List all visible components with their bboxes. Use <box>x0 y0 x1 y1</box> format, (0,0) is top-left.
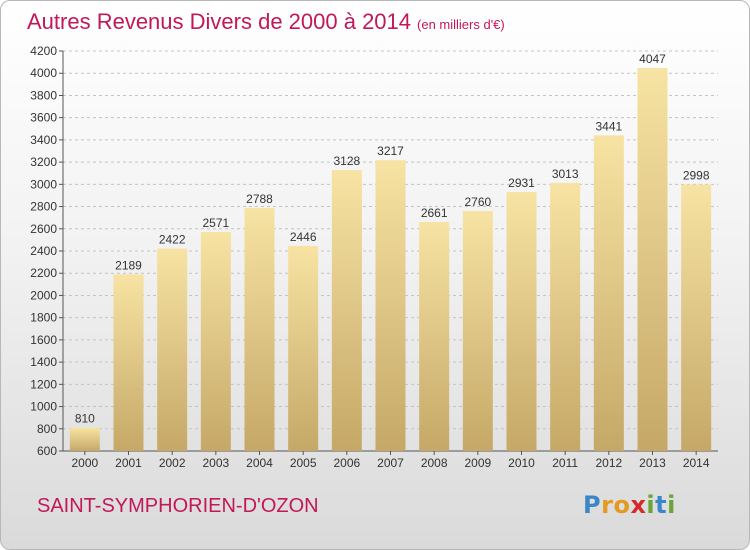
x-tick-label: 2004 <box>246 456 273 470</box>
x-tick-label: 2014 <box>683 456 710 470</box>
x-tick-label: 2011 <box>552 456 578 470</box>
y-tick-label: 4200 <box>30 44 57 58</box>
bar-value-label: 2571 <box>202 216 229 230</box>
bar-value-label: 2760 <box>464 195 491 209</box>
bar <box>419 222 450 451</box>
bar <box>331 170 362 451</box>
bar-value-label: 2422 <box>159 233 186 247</box>
y-tick-label: 2200 <box>30 266 57 280</box>
y-tick-label: 2400 <box>30 244 57 258</box>
y-tick-label: 1200 <box>30 377 57 391</box>
y-tick-label: 3400 <box>30 133 57 147</box>
x-tick-label: 2003 <box>202 456 229 470</box>
logo-letter: x <box>630 491 647 519</box>
x-tick-label: 2013 <box>639 456 666 470</box>
y-tick-label: 1000 <box>30 400 57 414</box>
bar-value-label: 3441 <box>595 119 622 133</box>
bar-value-label: 2446 <box>290 230 317 244</box>
y-tick-label: 4000 <box>30 66 57 80</box>
x-tick-label: 2012 <box>595 456 622 470</box>
x-tick-label: 2006 <box>333 456 360 470</box>
bar <box>375 160 406 451</box>
bar-value-label: 810 <box>75 412 95 426</box>
bar <box>113 274 144 451</box>
bar-value-label: 2998 <box>683 169 710 183</box>
x-tick-label: 2009 <box>464 456 491 470</box>
title-main: Autres Revenus Divers de 2000 à 2014 <box>27 9 412 34</box>
y-tick-label: 600 <box>37 444 57 458</box>
bar <box>200 232 231 451</box>
bar-value-label: 2931 <box>508 176 535 190</box>
bar-value-label: 4047 <box>639 52 666 66</box>
logo-letter: i <box>646 491 656 519</box>
y-tick-label: 2000 <box>30 288 57 302</box>
chart-title: Autres Revenus Divers de 2000 à 2014 (en … <box>27 9 505 35</box>
x-tick-label: 2008 <box>421 456 448 470</box>
logo-letter: t <box>655 491 668 519</box>
logo-letter: P <box>583 491 602 519</box>
y-tick-label: 3200 <box>30 155 57 169</box>
bars <box>69 68 712 452</box>
data-labels: 810 2189 2422 2571 2788 2446 3128 3217 2661 2760 2… <box>75 52 710 426</box>
logo-letter: o <box>613 491 631 519</box>
bar-value-label: 2788 <box>246 192 273 206</box>
y-tick-label: 1800 <box>30 311 57 325</box>
y-tick-label: 2600 <box>30 222 57 236</box>
bar <box>157 248 188 451</box>
bar <box>462 211 493 451</box>
bar-value-label: 3217 <box>377 144 404 158</box>
x-tick-label: 2007 <box>377 456 404 470</box>
city-name: SAINT-SYMPHORIEN-D'OZON <box>37 495 319 517</box>
title-unit: (en milliers d'€) <box>417 17 505 32</box>
proxiti-logo: Proxiti <box>583 491 676 519</box>
x-tick-label: 2010 <box>508 456 535 470</box>
x-tick-label: 2005 <box>290 456 317 470</box>
y-tick-label: 3000 <box>30 177 57 191</box>
bar <box>550 182 581 451</box>
bar <box>288 245 319 451</box>
bar-value-label: 2189 <box>115 258 142 272</box>
x-tick-label: 2002 <box>159 456 186 470</box>
bar <box>506 192 537 451</box>
bar <box>681 184 712 452</box>
x-tick-label: 2001 <box>115 456 142 470</box>
bar-value-label: 3128 <box>333 154 360 168</box>
bar-value-label: 2661 <box>421 206 448 220</box>
y-tick-label: 1400 <box>30 355 57 369</box>
y-tick-label: 3600 <box>30 111 57 125</box>
y-tick-label: 1600 <box>30 333 57 347</box>
logo-letter: i <box>667 491 676 519</box>
bar <box>69 427 100 451</box>
y-tick-label: 800 <box>37 422 57 436</box>
bar <box>593 135 624 452</box>
bar-value-label: 3013 <box>552 167 579 181</box>
axes: 600 800 1000 1200 1400 1600 1800 2000 2200 2400 26… <box>30 44 718 470</box>
y-tick-label: 3800 <box>30 88 57 102</box>
bar <box>244 207 275 451</box>
y-tick-label: 2800 <box>30 200 57 214</box>
logo-letter: r <box>601 491 614 519</box>
bar <box>637 68 668 451</box>
x-tick-label: 2000 <box>71 456 98 470</box>
